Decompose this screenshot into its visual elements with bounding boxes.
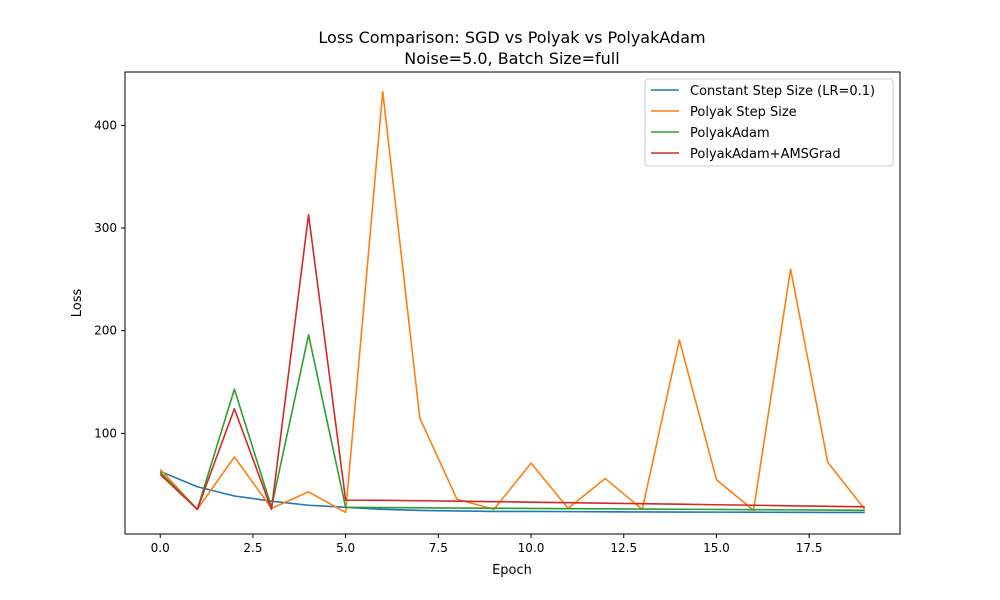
chart-subtitle: Noise=5.0, Batch Size=full: [404, 49, 619, 68]
x-tick-label: 0.0: [151, 541, 170, 555]
legend-label: PolyakAdam: [690, 126, 770, 141]
plot-lines: [159, 90, 866, 514]
y-tick-label: 400: [94, 118, 117, 132]
x-axis-label: Epoch: [492, 563, 532, 578]
x-tick-label: 10.0: [518, 541, 545, 555]
x-tick-label: 12.5: [610, 541, 637, 555]
legend-label: Polyak Step Size: [690, 105, 797, 120]
y-tick-label: 200: [94, 324, 117, 338]
x-tick-label: 7.5: [429, 541, 448, 555]
legend-label: PolyakAdam+AMSGrad: [690, 147, 841, 162]
y-tick-label: 100: [94, 426, 117, 440]
x-tick-label: 15.0: [703, 541, 730, 555]
legend-label: Constant Step Size (LR=0.1): [690, 84, 875, 99]
plot-frame: [124, 71, 901, 535]
chart-title: Loss Comparison: SGD vs Polyak vs Polyak…: [318, 28, 705, 47]
x-axis-ticks: 0.0 2.5 5.0 7.5 10.0 12.5 15.0 17.5: [151, 534, 823, 555]
series-line-3: [159, 213, 865, 511]
x-tick-label: 17.5: [796, 541, 823, 555]
x-tick-label: 2.5: [243, 541, 262, 555]
legend: Constant Step Size (LR=0.1) Polyak Step S…: [644, 78, 894, 167]
series-line-0: [159, 470, 865, 514]
series-line-2: [159, 334, 865, 512]
x-tick-label: 5.0: [336, 541, 355, 555]
y-tick-label: 300: [94, 221, 117, 235]
legend-box: [644, 78, 894, 167]
y-axis-ticks: 100 200 300 400: [94, 118, 125, 440]
y-axis-label: Loss: [70, 289, 85, 318]
